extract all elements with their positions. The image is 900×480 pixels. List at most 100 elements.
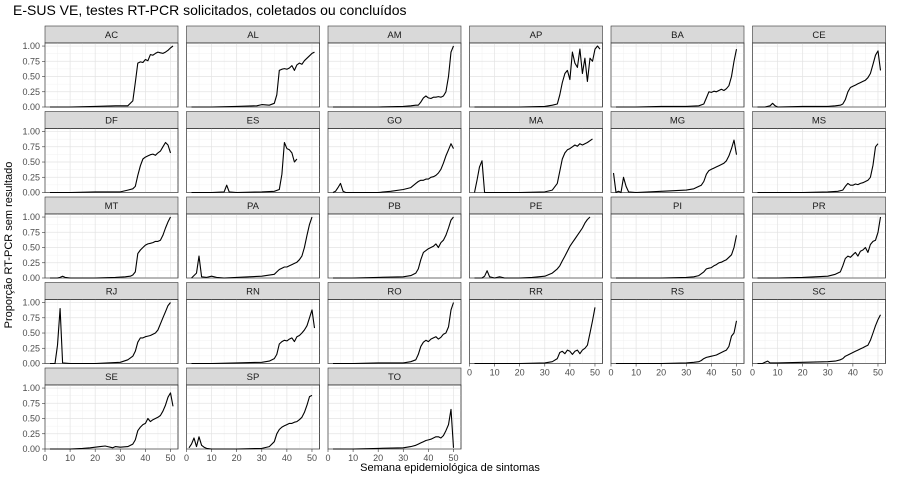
x-tick-label: 20 — [656, 368, 666, 378]
facet-border — [327, 384, 462, 450]
x-tick-label: 20 — [798, 368, 808, 378]
facet-border — [44, 128, 179, 193]
facet-label: RO — [387, 287, 401, 298]
facet-border — [327, 128, 462, 193]
x-axis-title: Semana epidemiológica de sintomas — [360, 462, 540, 474]
facet-rj: RJ 0.00 0.25 0.50 0.75 1.00 — [22, 282, 179, 369]
facet-to: TO 0 10 20 30 40 50 — [325, 367, 462, 463]
y-tick-label: 0.00 — [22, 444, 40, 454]
series-line-rs — [616, 320, 738, 365]
y-tick-label: 0.25 — [22, 87, 40, 97]
facet-label: SC — [812, 287, 825, 298]
x-tick-label: 30 — [681, 368, 691, 378]
facet-label: PR — [812, 201, 825, 212]
x-tick-label: 50 — [448, 453, 458, 463]
series-line-df — [50, 141, 172, 194]
facet-df: DF 0.00 0.25 0.50 0.75 1.00 — [22, 111, 179, 198]
series-line-pe — [474, 216, 591, 279]
series-line-ap — [474, 45, 601, 108]
facet-pa: PA — [186, 196, 320, 279]
facet-se: SE 0.00 0.25 0.50 0.75 1.00 0 10 20 30 40 50 — [22, 367, 179, 463]
series-line-pa — [191, 216, 313, 279]
facet-label: PA — [247, 201, 260, 212]
series-line-ro — [333, 302, 455, 365]
facet-sp: SP 0 10 20 30 40 50 — [184, 367, 320, 463]
facet-label: ES — [247, 116, 260, 127]
series-line-sc — [757, 314, 881, 365]
facet-label: GO — [387, 116, 402, 127]
x-tick-label: 40 — [706, 368, 716, 378]
y-tick-label: 0.75 — [22, 313, 40, 323]
y-tick-label: 1.00 — [22, 127, 40, 137]
facet-label: PB — [388, 201, 401, 212]
facet-rs: RS 0 10 20 30 40 50 — [608, 282, 745, 378]
y-tick-label: 0.25 — [22, 429, 40, 439]
series-line-al — [191, 51, 315, 108]
facet-pe: PE — [469, 196, 603, 279]
series-line-mg — [612, 139, 738, 194]
facet-pr: PR — [752, 196, 886, 279]
facet-es: ES — [186, 111, 320, 194]
facet-label: RS — [671, 287, 684, 298]
x-tick-label: 10 — [207, 453, 217, 463]
y-tick-label: 1.00 — [22, 298, 40, 308]
facet-rr: RR 0 10 20 30 40 50 — [467, 282, 603, 378]
series-line-ba — [616, 48, 738, 108]
facet-ce: CE — [752, 25, 886, 108]
y-tick-label: 0.00 — [22, 359, 40, 369]
facet-label: MG — [670, 116, 685, 127]
series-line-go — [332, 143, 454, 194]
y-tick-label: 0.75 — [22, 142, 40, 152]
facet-label: RR — [529, 287, 543, 298]
series-line-am — [333, 45, 455, 108]
series-line-rj — [50, 302, 171, 365]
x-tick-label: 40 — [282, 453, 292, 463]
facet-label: SE — [105, 372, 118, 383]
y-tick-label: 0.25 — [22, 172, 40, 182]
series-line-pr — [757, 216, 882, 279]
facet-border — [752, 213, 886, 279]
facet-label: BA — [671, 30, 684, 41]
facet-label: MT — [105, 201, 119, 212]
facet-border — [610, 42, 745, 108]
series-line-pb — [333, 216, 454, 279]
facet-label: MS — [812, 116, 826, 127]
facet-pi: PI — [610, 196, 745, 279]
facet-label: DF — [105, 116, 118, 127]
series-line-se — [50, 392, 174, 450]
x-tick-label: 30 — [540, 368, 550, 378]
facet-label: AC — [105, 30, 118, 41]
facet-label: RN — [246, 287, 260, 298]
x-tick-label: 0 — [467, 368, 472, 378]
y-axis-title: Proporção RT-PCR sem resultado — [3, 162, 15, 329]
y-tick-label: 0.50 — [22, 328, 40, 338]
facet-mg: MG — [610, 111, 745, 194]
facet-border — [44, 42, 179, 108]
facet-label: RJ — [106, 287, 118, 298]
facet-ms: MS — [752, 111, 886, 194]
y-tick-label: 0.00 — [22, 188, 40, 198]
series-line-ce — [757, 50, 882, 108]
facet-border — [44, 299, 179, 364]
series-line-rr — [474, 307, 596, 365]
x-tick-label: 10 — [65, 453, 75, 463]
facet-border — [752, 299, 886, 364]
y-tick-label: 0.50 — [22, 157, 40, 167]
facet-panels: AC 0.00 0.25 0.50 0.75 1.00 AL AM AP BA CE DF 0.00 0.… — [22, 25, 886, 463]
x-tick-label: 0 — [325, 453, 330, 463]
x-tick-label: 50 — [165, 453, 175, 463]
y-tick-label: 0.50 — [22, 72, 40, 82]
x-tick-label: 40 — [848, 368, 858, 378]
facet-ac: AC 0.00 0.25 0.50 0.75 1.00 — [22, 25, 179, 112]
facet-label: PE — [530, 201, 543, 212]
x-tick-label: 20 — [373, 453, 383, 463]
series-line-sp — [188, 394, 313, 450]
y-tick-label: 0.00 — [22, 102, 40, 112]
facet-label: MA — [529, 116, 544, 127]
facet-am: AM — [327, 25, 462, 108]
series-line-ma — [473, 138, 593, 194]
x-tick-label: 50 — [590, 368, 600, 378]
facet-border — [752, 42, 886, 108]
y-tick-label: 1.00 — [22, 212, 40, 222]
facet-rn: RN — [186, 282, 320, 365]
